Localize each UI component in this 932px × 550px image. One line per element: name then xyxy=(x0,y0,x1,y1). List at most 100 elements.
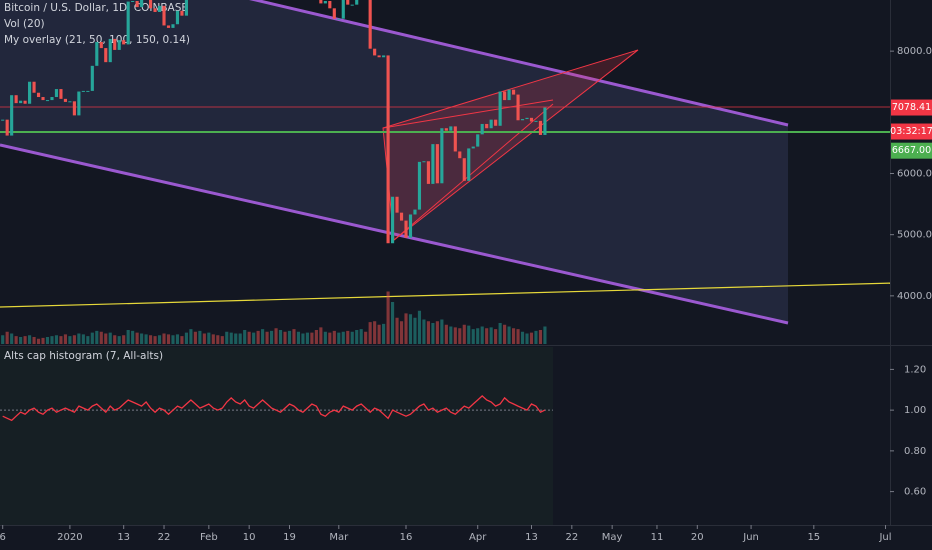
x-tick-label: Jun xyxy=(742,532,759,543)
candle xyxy=(54,89,59,98)
y-tick-label: 1.20 xyxy=(904,364,926,375)
candle xyxy=(543,107,547,135)
candle xyxy=(485,123,489,129)
price-badge-label: 7078.41 xyxy=(892,102,931,113)
y-tick-label: 8000.00 xyxy=(897,46,932,57)
volume-bar xyxy=(23,336,27,344)
volume-bar xyxy=(382,323,386,344)
volume-bar xyxy=(404,313,408,344)
overlay-title: My overlay (21, 50, 100, 150, 0.14) xyxy=(4,34,190,46)
candle xyxy=(32,81,36,93)
volume-bar xyxy=(507,326,511,344)
candle xyxy=(126,1,130,45)
candle xyxy=(395,196,399,213)
volume-bar xyxy=(90,332,94,344)
candle xyxy=(81,90,85,92)
candle xyxy=(319,0,323,4)
volume-bar xyxy=(534,330,538,344)
volume-bar xyxy=(28,335,32,344)
volume-bar xyxy=(202,333,206,344)
candle xyxy=(122,40,126,45)
x-tick-label: 13 xyxy=(525,532,538,543)
y-tick-label: 5000.00 xyxy=(897,230,932,241)
volume-bar xyxy=(131,330,135,344)
volume-bar xyxy=(59,336,63,344)
x-tick-label: 13 xyxy=(117,532,130,543)
candle xyxy=(494,119,498,126)
volume-bar xyxy=(390,302,395,344)
candle xyxy=(503,91,507,101)
volume-bar xyxy=(184,332,188,344)
volume-bar xyxy=(175,334,180,344)
drawings xyxy=(0,0,890,325)
candle xyxy=(332,8,336,19)
x-tick-label: 2020 xyxy=(57,532,82,543)
volume-bar xyxy=(538,330,543,344)
volume-bar xyxy=(314,330,318,344)
price-badge-label: 03:32:17 xyxy=(890,126,932,137)
x-tick-label: 6 xyxy=(0,532,6,543)
candle xyxy=(10,95,14,136)
volume-bar xyxy=(337,332,341,344)
volume-bar xyxy=(471,329,475,344)
volume-bar xyxy=(278,330,283,344)
candle xyxy=(516,94,520,121)
volume-bar xyxy=(287,330,292,344)
volume-bar xyxy=(144,334,148,344)
candle xyxy=(36,92,41,98)
candle xyxy=(99,41,103,49)
candle xyxy=(131,0,135,2)
volume-bar xyxy=(386,291,390,344)
candle xyxy=(157,5,162,12)
x-tick-label: 22 xyxy=(565,532,578,543)
volume-bar xyxy=(72,335,76,344)
volume-bar xyxy=(408,314,413,344)
volume-bar xyxy=(516,329,520,344)
candle xyxy=(1,119,5,121)
volume-bar xyxy=(243,330,247,344)
x-tick-label: 10 xyxy=(243,532,256,543)
candle xyxy=(135,0,139,8)
volume-bar xyxy=(319,327,323,344)
indicator-title: Alts cap histogram (7, All-alts) xyxy=(4,350,163,362)
volume-bar xyxy=(225,331,229,344)
candle xyxy=(498,91,502,126)
volume-bar xyxy=(81,334,85,344)
volume-bar xyxy=(364,331,368,344)
volume-bar xyxy=(19,337,23,344)
volume-bar xyxy=(86,336,90,344)
volume-bar xyxy=(462,324,466,344)
volume-bar xyxy=(341,331,345,344)
volume-bar xyxy=(350,331,354,344)
candle xyxy=(346,0,350,5)
candle xyxy=(175,10,180,25)
candle xyxy=(166,25,171,28)
candle xyxy=(489,119,493,129)
volume-bar xyxy=(395,317,399,344)
volume-bar xyxy=(153,336,157,344)
wedge-line xyxy=(393,103,554,241)
candle xyxy=(59,89,63,99)
candle xyxy=(50,97,54,101)
volume-bar xyxy=(126,330,130,344)
volume-bar xyxy=(180,336,184,344)
x-tick-label: Jul xyxy=(878,532,891,543)
candle xyxy=(341,0,345,19)
price-badge xyxy=(891,142,932,159)
volume-bar xyxy=(274,328,278,344)
volume-bar xyxy=(494,329,498,344)
volume-bar xyxy=(520,331,525,344)
volume-bar xyxy=(45,337,50,344)
volume-bar xyxy=(95,330,99,344)
wedge-line xyxy=(382,99,554,129)
candle xyxy=(431,144,435,184)
candle xyxy=(435,144,439,184)
volume-bar xyxy=(270,330,274,344)
volume-bar xyxy=(292,329,296,344)
volume-bar xyxy=(480,326,484,344)
volume-bar xyxy=(346,330,350,344)
candle xyxy=(458,151,462,159)
volume-bar xyxy=(498,323,502,344)
x-tick-label: 11 xyxy=(651,532,664,543)
